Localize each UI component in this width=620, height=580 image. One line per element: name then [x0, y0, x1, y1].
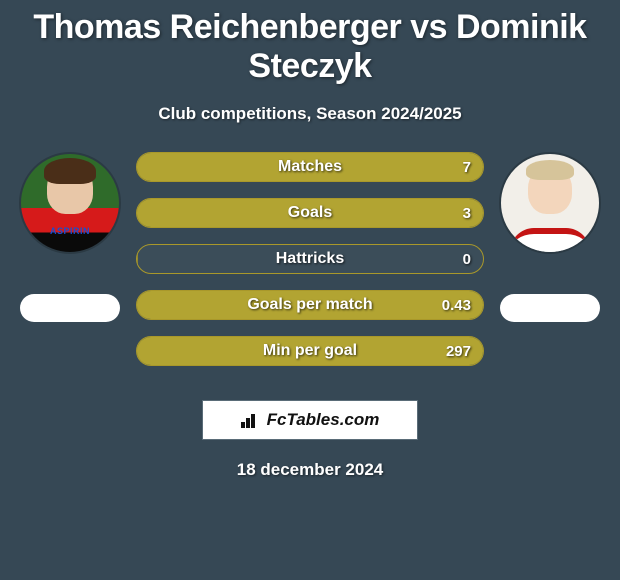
- page-title: Thomas Reichenberger vs Dominik Steczyk: [0, 8, 620, 86]
- stat-value-right: 297: [446, 337, 471, 365]
- main-row: ASPIRIN Matches7 Goals3 Hattricks0 Goals pe…: [0, 152, 620, 382]
- brand-box[interactable]: FcTables.com: [202, 400, 418, 440]
- stat-label: Goals: [137, 199, 483, 227]
- stat-bar: Goals per match0.43: [136, 290, 484, 320]
- page-subtitle: Club competitions, Season 2024/2025: [0, 104, 620, 124]
- stat-value-right: 0.43: [442, 291, 471, 319]
- player-left-column: ASPIRIN: [10, 152, 130, 382]
- stat-value-right: 0: [463, 245, 471, 273]
- player-left-label-pill: [20, 294, 120, 322]
- stat-label: Matches: [137, 153, 483, 181]
- player-left-avatar: ASPIRIN: [19, 152, 121, 254]
- player-right-avatar: [499, 152, 601, 254]
- stat-label: Goals per match: [137, 291, 483, 319]
- comparison-card: Thomas Reichenberger vs Dominik Steczyk …: [0, 0, 620, 480]
- player-right-label-pill: [500, 294, 600, 322]
- player-right-column: [490, 152, 610, 382]
- stat-value-right: 7: [463, 153, 471, 181]
- bars-icon: [241, 412, 261, 428]
- brand-text: FcTables.com: [267, 410, 380, 430]
- jersey-sponsor-text: ASPIRIN: [50, 226, 90, 236]
- stat-bar: Min per goal297: [136, 336, 484, 366]
- jersey-collar: [510, 228, 590, 252]
- stat-bar: Goals3: [136, 198, 484, 228]
- stat-bar: Matches7: [136, 152, 484, 182]
- stat-label: Hattricks: [137, 245, 483, 273]
- stat-value-right: 3: [463, 199, 471, 227]
- stat-bar: Hattricks0: [136, 244, 484, 274]
- stat-label: Min per goal: [137, 337, 483, 365]
- date-label: 18 december 2024: [0, 460, 620, 480]
- stats-column: Matches7Goals3Hattricks0Goals per match0…: [130, 152, 490, 382]
